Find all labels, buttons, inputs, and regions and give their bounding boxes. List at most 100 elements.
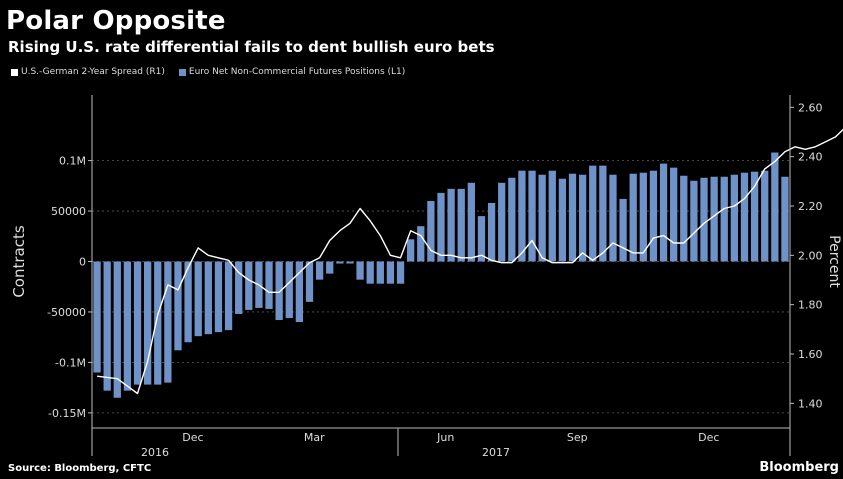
legend-label-positions: Euro Net Non-Commercial Futures Position… <box>188 67 406 77</box>
left-axis-label: Contracts <box>10 225 28 298</box>
right-tick-label: 2.20 <box>798 200 823 213</box>
positions-bars <box>93 152 789 398</box>
right-tick-label: 1.60 <box>798 348 823 361</box>
position-bar <box>285 261 293 319</box>
position-bar <box>609 174 617 262</box>
chart-title: Polar Opposite <box>6 6 226 36</box>
position-bar <box>275 261 283 321</box>
x-tick-label: Dec <box>182 431 203 444</box>
left-tick-label: -0.15M <box>48 407 86 420</box>
position-bar <box>730 174 739 262</box>
position-bar <box>346 261 354 264</box>
axes: 0.1M 50000 0 -50000 -0.1M -0.15M Contracts 2.60… <box>10 95 842 459</box>
position-bar <box>336 261 344 264</box>
legend-item-spread: U.S.-German 2-Year Spread (R1) <box>11 67 165 77</box>
position-bar <box>629 173 637 262</box>
position-bar <box>133 261 142 385</box>
position-bar <box>781 176 789 262</box>
position-bar <box>639 172 647 262</box>
x-tick-label: Dec <box>698 431 719 444</box>
position-bar <box>518 170 526 262</box>
chart-legend: U.S.-German 2-Year Spread (R1) Euro Net … <box>11 67 419 77</box>
x-year-label: 2017 <box>482 446 510 459</box>
position-bar <box>204 261 212 335</box>
position-bar <box>214 261 223 333</box>
spread-line <box>97 128 843 395</box>
position-bar <box>295 261 304 323</box>
position-bar <box>356 261 364 280</box>
position-bar <box>315 261 324 280</box>
position-bar <box>599 165 607 262</box>
position-bar <box>123 261 132 391</box>
position-bar <box>174 261 182 351</box>
legend-swatch-spread <box>11 68 18 76</box>
position-bar <box>457 188 465 262</box>
position-bar <box>477 216 486 262</box>
x-tick-label: Mar <box>304 431 325 444</box>
position-bar <box>265 261 273 309</box>
position-bar <box>326 261 334 274</box>
left-tick-label: 0.1M <box>59 155 86 168</box>
legend-item-positions: Euro Net Non-Commercial Futures Position… <box>178 67 406 77</box>
x-year-label: 2016 <box>141 446 169 459</box>
position-bar <box>427 200 435 262</box>
position-bar <box>761 170 769 262</box>
source-note: Source: Bloomberg, CFTC <box>8 463 152 474</box>
position-bar <box>386 261 395 284</box>
position-bar <box>103 261 111 391</box>
position-bar <box>670 167 678 262</box>
left-tick-label: 0 <box>79 256 86 269</box>
position-bar <box>720 176 728 262</box>
position-bar <box>235 261 243 314</box>
position-bar <box>164 261 172 383</box>
position-bar <box>589 165 597 262</box>
position-bar <box>568 173 577 262</box>
right-tick-label: 1.80 <box>798 299 823 312</box>
position-bar <box>508 177 516 262</box>
x-tick-label: Jun <box>436 431 454 444</box>
position-bar <box>407 239 415 262</box>
position-bar <box>700 177 708 262</box>
position-bar <box>224 261 233 331</box>
position-bar <box>771 152 779 262</box>
position-bar <box>619 198 627 262</box>
position-bar <box>143 261 152 385</box>
position-bar <box>750 171 759 262</box>
left-tick-label: -0.1M <box>55 356 86 369</box>
position-bar <box>690 180 698 262</box>
legend-label-spread: U.S.-German 2-Year Spread (R1) <box>21 67 165 77</box>
right-tick-label: 2.00 <box>798 249 823 262</box>
position-bar <box>538 174 546 262</box>
position-bar <box>366 261 374 284</box>
position-bar <box>740 172 749 262</box>
position-bar <box>437 192 445 262</box>
position-bar <box>184 261 192 343</box>
position-bar <box>154 261 162 385</box>
position-bar <box>194 261 202 337</box>
position-bar <box>548 170 556 262</box>
right-axis-label: Percent <box>826 235 842 288</box>
x-tick-label: Sep <box>567 431 588 444</box>
position-bar <box>558 178 567 262</box>
position-bar <box>528 170 536 262</box>
position-bar <box>417 226 425 262</box>
position-bar <box>113 261 121 398</box>
position-bar <box>659 163 668 262</box>
position-bar <box>396 261 405 284</box>
position-bar <box>649 170 658 262</box>
position-bar <box>680 175 688 262</box>
position-bar <box>578 174 587 262</box>
legend-swatch-positions <box>178 68 186 76</box>
chart-subtitle: Rising U.S. rate differential fails to d… <box>8 38 495 56</box>
position-bar <box>487 202 496 262</box>
spread-line-layer <box>97 128 843 395</box>
bloomberg-logo: Bloomberg <box>759 460 839 475</box>
right-tick-label: 2.40 <box>798 151 823 164</box>
right-tick-label: 1.40 <box>798 397 823 410</box>
right-tick-label: 2.60 <box>798 101 823 114</box>
position-bar <box>498 182 506 262</box>
position-bar <box>305 261 314 302</box>
position-bar <box>710 176 718 262</box>
position-bar <box>376 261 384 284</box>
